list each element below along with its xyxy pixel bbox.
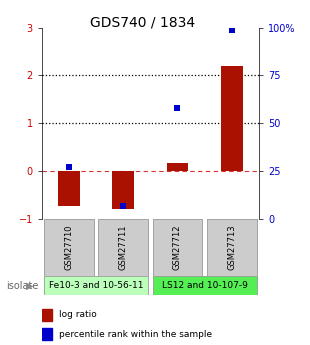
- Bar: [44, 276, 148, 295]
- Text: GSM27711: GSM27711: [119, 225, 128, 270]
- Bar: [98, 219, 148, 276]
- Text: GSM27712: GSM27712: [173, 225, 182, 270]
- Bar: [153, 276, 257, 295]
- Point: [121, 203, 126, 208]
- Bar: [58, 171, 80, 206]
- Bar: [42, 309, 52, 321]
- Point: [175, 105, 180, 111]
- Text: ▶: ▶: [26, 281, 33, 290]
- Bar: [153, 219, 202, 276]
- Bar: [221, 66, 242, 171]
- Text: GSM27710: GSM27710: [64, 225, 73, 270]
- Text: log ratio: log ratio: [59, 310, 97, 319]
- Text: GDS740 / 1834: GDS740 / 1834: [90, 16, 195, 30]
- Bar: [207, 219, 257, 276]
- Text: percentile rank within the sample: percentile rank within the sample: [59, 330, 212, 339]
- Text: GSM27713: GSM27713: [227, 225, 236, 270]
- Text: Fe10-3 and 10-56-11: Fe10-3 and 10-56-11: [49, 281, 143, 290]
- Bar: [112, 171, 134, 208]
- Bar: [167, 162, 188, 171]
- Text: isolate: isolate: [6, 281, 38, 290]
- Bar: [42, 328, 52, 341]
- Point: [229, 27, 234, 32]
- Bar: [44, 219, 94, 276]
- Text: LS12 and 10-107-9: LS12 and 10-107-9: [162, 281, 248, 290]
- Point: [66, 165, 71, 170]
